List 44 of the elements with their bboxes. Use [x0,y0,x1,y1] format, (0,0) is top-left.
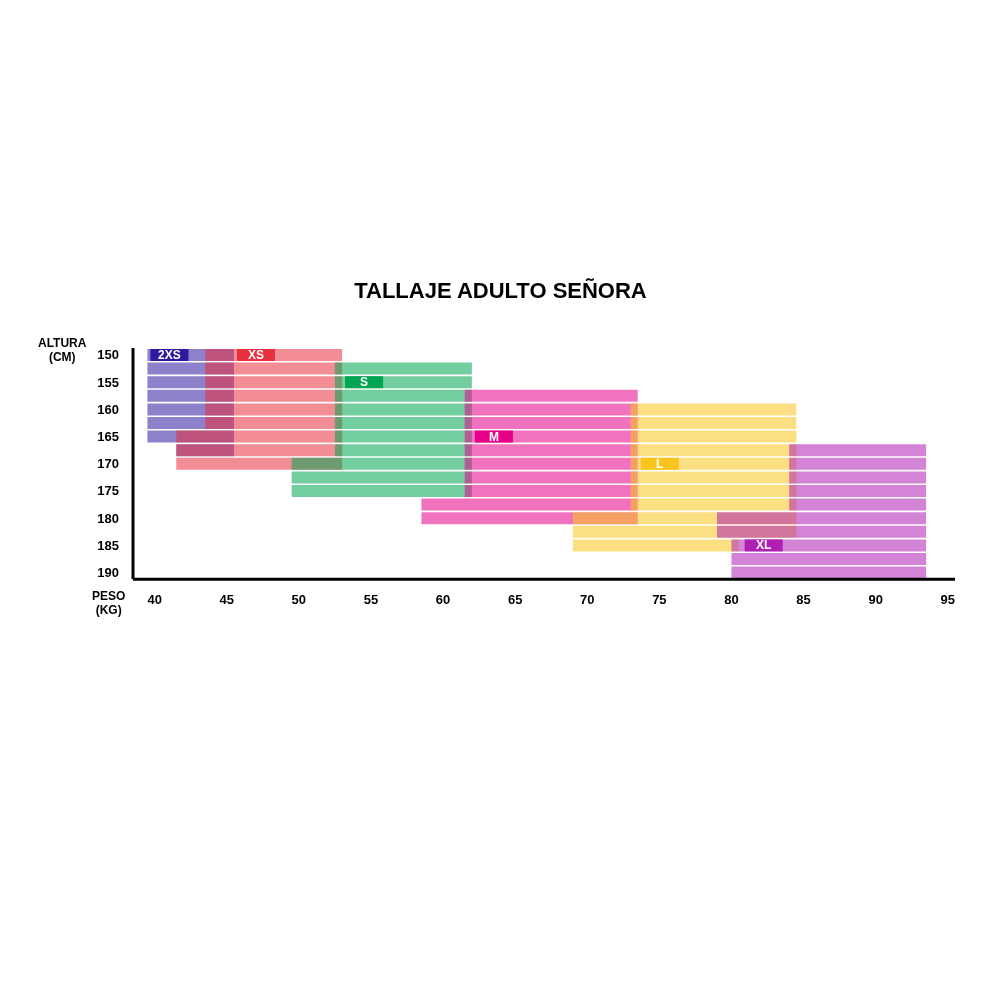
y-tick-label: 155 [97,374,120,390]
y-tick-label: 170 [97,456,120,472]
bar [630,430,797,443]
series-label: 2XS [158,348,181,362]
bar [789,498,927,511]
y-tick-label: 165 [97,429,120,445]
chart-title: TALLAJE ADULTO SEÑORA [353,278,648,304]
bar [789,444,927,457]
y-tick-label: 160 [97,401,120,417]
y-tick-label: 185 [97,537,120,553]
bar [630,417,797,429]
y-axis-title: ALTURA (CM) [38,336,87,364]
bar [334,362,472,375]
series-label: XL [756,538,772,553]
y-tick-label: 175 [97,483,120,499]
x-tick-label: 40 [147,592,162,608]
x-tick-label: 45 [219,592,234,608]
x-tick-label: 65 [507,592,523,608]
series-label: M [488,429,499,444]
bar [630,403,797,416]
x-tick-label: 95 [940,592,955,608]
series-label: XS [247,348,264,362]
bar [464,389,638,402]
x-tick-label: 90 [868,592,883,608]
bar [731,552,927,565]
bar [789,484,927,497]
y-tick-label: 180 [97,510,120,526]
bar [717,525,927,538]
x-tick-label: 80 [724,592,739,608]
x-tick-label: 75 [652,592,667,608]
y-tick-label: 190 [97,565,120,580]
x-tick-label: 60 [435,592,451,608]
bar [717,512,927,525]
bar [731,566,927,579]
bar [789,457,927,470]
x-tick-label: 55 [363,592,379,608]
bar [789,471,927,484]
x-tick-label: 70 [580,592,595,608]
x-tick-label: 50 [291,592,307,608]
y-tick-label: 150 [97,347,120,363]
x-tick-label: 85 [796,592,811,608]
series-label: S [360,375,369,390]
x-axis-title: PESO (KG) [92,589,126,618]
series-label: L [656,456,664,471]
